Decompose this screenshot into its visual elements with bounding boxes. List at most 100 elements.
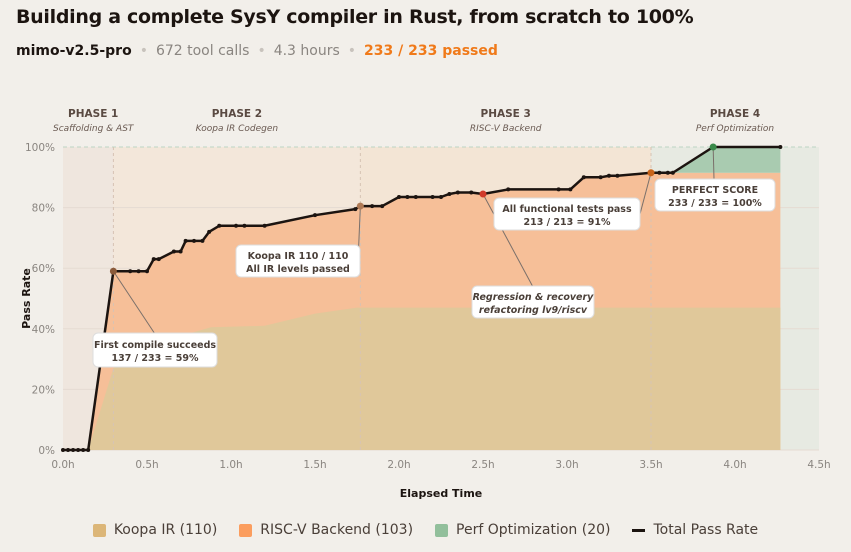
data-point bbox=[76, 448, 81, 452]
data-point bbox=[200, 238, 205, 243]
data-point bbox=[71, 448, 76, 452]
annotation-box bbox=[471, 285, 595, 319]
annotation-box bbox=[92, 332, 218, 368]
phase-subtitle: Koopa IR Codegen bbox=[196, 124, 279, 134]
data-point bbox=[581, 175, 586, 180]
data-point bbox=[145, 269, 149, 274]
data-point bbox=[217, 223, 222, 228]
passed-count: 233 / 233 passed bbox=[364, 43, 498, 59]
tool-calls: 672 tool calls bbox=[155, 43, 250, 59]
data-point bbox=[670, 170, 675, 175]
annotation-text: refactoring lv9/riscv bbox=[479, 305, 588, 316]
data-point bbox=[598, 175, 603, 180]
koopa-area bbox=[88, 307, 781, 450]
y-tick-label: 60% bbox=[32, 263, 55, 275]
phase-subtitle: RISC-V Backend bbox=[470, 124, 542, 134]
x-axis-title: Elapsed Time bbox=[400, 487, 483, 500]
milestone-marker bbox=[356, 202, 364, 210]
phase-label: PHASE 1 bbox=[68, 108, 118, 120]
y-tick-label: 20% bbox=[32, 384, 55, 396]
phase-label: PHASE 4 bbox=[710, 108, 760, 120]
y-tick-label: 40% bbox=[32, 324, 55, 336]
data-point bbox=[81, 448, 86, 452]
annotation-box bbox=[654, 178, 776, 212]
phase-subtitle: Scaffolding & AST bbox=[53, 124, 135, 134]
annotation-text: All functional tests pass bbox=[502, 204, 632, 215]
data-point bbox=[778, 145, 783, 149]
data-point bbox=[192, 238, 197, 243]
data-point bbox=[665, 170, 670, 175]
annotation-leader bbox=[112, 270, 156, 335]
legend-item-perf: Perf Optimization (20) bbox=[435, 522, 610, 538]
annotation-leader bbox=[482, 193, 534, 288]
x-tick-label: 4.0h bbox=[723, 459, 746, 471]
data-point bbox=[242, 223, 247, 228]
legend-item-riscv: RISC-V Backend (103) bbox=[239, 522, 413, 538]
data-point bbox=[439, 194, 443, 199]
legend-swatch bbox=[92, 523, 106, 537]
x-tick-label: 0.0h bbox=[51, 459, 74, 471]
data-point bbox=[234, 223, 239, 228]
legend-label: Perf Optimization (20) bbox=[456, 522, 611, 538]
annotation-text: PERFECT SCORE bbox=[672, 185, 758, 196]
data-point bbox=[506, 187, 511, 192]
model-name: mimo-v2.5-pro bbox=[16, 43, 132, 59]
annotation-text: First compile succeeds bbox=[94, 340, 216, 351]
data-point bbox=[151, 257, 156, 262]
data-point bbox=[128, 269, 133, 274]
milestone-marker bbox=[709, 143, 717, 151]
legend-label: Total Pass Rate bbox=[653, 522, 759, 538]
annotation-leader bbox=[712, 146, 715, 180]
data-point bbox=[380, 204, 385, 209]
data-point bbox=[397, 194, 401, 199]
data-point bbox=[556, 187, 561, 192]
annotation-box bbox=[235, 244, 361, 278]
perf-area bbox=[672, 147, 781, 173]
data-point bbox=[413, 194, 418, 199]
x-tick-label: 1.0h bbox=[219, 459, 242, 471]
data-point bbox=[262, 223, 267, 228]
data-point bbox=[455, 190, 460, 195]
y-tick-label: 0% bbox=[38, 445, 55, 457]
annotation-leader bbox=[639, 172, 652, 215]
annotation-text: 137 / 233 = 59% bbox=[111, 353, 199, 364]
x-tick-label: 2.5h bbox=[471, 459, 494, 471]
data-point bbox=[447, 191, 452, 196]
x-tick-label: 3.0h bbox=[555, 459, 578, 471]
y-tick-label: 100% bbox=[25, 142, 55, 154]
data-point bbox=[61, 448, 65, 452]
annotation-box bbox=[493, 197, 641, 231]
milestone-marker bbox=[479, 190, 487, 198]
subtitle: mimo-v2.5-pro • 672 tool calls • 4.3 hours • 2… bbox=[16, 43, 498, 59]
data-point bbox=[207, 229, 212, 234]
legend-item-total: Total Pass Rate bbox=[632, 522, 758, 538]
legend-swatch bbox=[239, 523, 253, 537]
data-point bbox=[353, 207, 358, 212]
data-point bbox=[469, 190, 474, 195]
y-axis-title: Pass Rate bbox=[20, 268, 33, 329]
data-point bbox=[657, 170, 662, 175]
legend-label: RISC-V Backend (103) bbox=[260, 522, 414, 538]
data-point bbox=[171, 249, 176, 254]
x-tick-label: 0.5h bbox=[135, 459, 158, 471]
data-point bbox=[86, 448, 91, 452]
phase-subtitle: Perf Optimization bbox=[696, 124, 775, 134]
annotation-text: 213 / 213 = 91% bbox=[523, 217, 611, 228]
annotation-text: 233 / 233 = 100% bbox=[668, 198, 762, 209]
data-point bbox=[66, 448, 71, 452]
annotation-text: All IR levels passed bbox=[246, 264, 350, 275]
y-tick-label: 80% bbox=[32, 203, 55, 215]
data-point bbox=[313, 213, 317, 218]
legend: Koopa IR (110) RISC-V Backend (103) Perf… bbox=[0, 522, 851, 538]
legend-swatch bbox=[435, 523, 449, 537]
phase-label: PHASE 3 bbox=[481, 108, 531, 120]
x-tick-label: 3.5h bbox=[639, 459, 662, 471]
x-tick-label: 4.5h bbox=[807, 459, 830, 471]
milestone-marker bbox=[109, 267, 117, 275]
legend-item-koopa: Koopa IR (110) bbox=[92, 522, 217, 538]
x-tick-label: 2.0h bbox=[387, 459, 410, 471]
data-point bbox=[136, 269, 141, 274]
data-point bbox=[615, 173, 620, 178]
